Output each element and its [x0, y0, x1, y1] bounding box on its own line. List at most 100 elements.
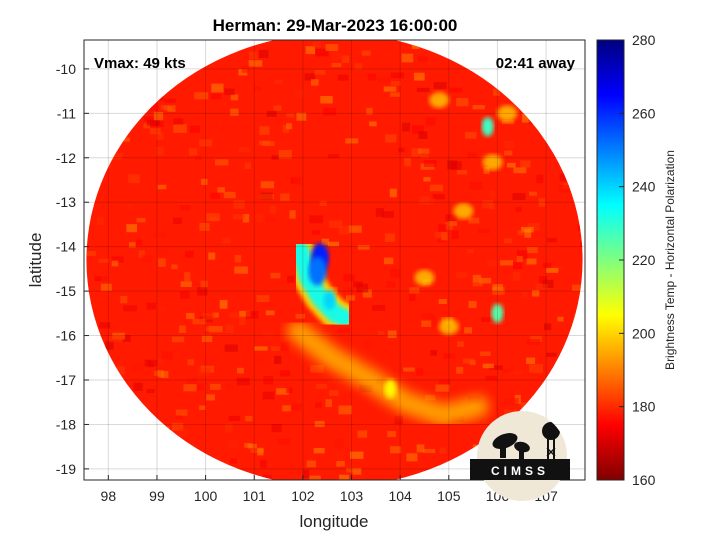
swath-speckle — [416, 368, 424, 376]
colorbar-tick-label: 260 — [632, 105, 656, 121]
cimss-logo: CIMSS — [470, 411, 570, 501]
swath-speckle — [421, 313, 436, 320]
swath-speckle — [420, 153, 429, 158]
swath-speckle — [390, 81, 402, 86]
swath-speckle — [101, 276, 108, 284]
swath-speckle — [289, 210, 296, 219]
swath-speckle — [397, 147, 405, 153]
swath-speckle — [233, 457, 241, 465]
swath-speckle — [389, 188, 397, 198]
swath-speckle — [457, 341, 465, 347]
swath-speckle — [429, 184, 444, 192]
feature-eyewall-inner — [308, 256, 327, 286]
swath-speckle — [229, 312, 240, 318]
swath-speckle — [472, 105, 485, 110]
swath-speckle — [136, 218, 146, 223]
swath-speckle — [328, 241, 340, 247]
swath-speckle — [178, 325, 186, 333]
swath-speckle — [155, 146, 164, 156]
swath-speckle — [274, 355, 282, 365]
swath-speckle — [86, 250, 97, 256]
swath-speckle — [302, 469, 310, 479]
swath-speckle — [384, 52, 393, 58]
swath-speckle — [195, 155, 202, 161]
swath-speckle — [333, 451, 344, 459]
colorbar-tick-label: 160 — [632, 472, 656, 488]
swath-speckle — [234, 255, 242, 263]
swath-speckle — [225, 423, 233, 433]
swath-speckle — [383, 86, 397, 92]
swath-speckle — [185, 250, 194, 258]
swath-speckle — [306, 460, 316, 468]
swath-speckle — [477, 228, 491, 234]
swath-speckle — [120, 295, 128, 304]
swath-speckle — [520, 160, 531, 168]
swath-speckle — [175, 415, 183, 420]
swath-speckle — [513, 167, 527, 174]
swath-speckle — [481, 317, 495, 322]
swath-speckle — [161, 351, 173, 360]
swath-speckle — [482, 363, 494, 369]
swath-speckle — [513, 262, 523, 270]
swath-speckle — [354, 63, 362, 70]
swath-speckle — [342, 287, 355, 293]
y-ticks: -10 -11 -12 -13 -14 -15 -16 -17 -18 -19 — [56, 61, 89, 477]
y-tick-label: -16 — [56, 328, 76, 344]
swath-speckle — [119, 137, 130, 142]
swath-speckle — [379, 191, 387, 199]
swath-speckle — [205, 326, 219, 332]
swath-speckle — [315, 48, 329, 57]
swath-speckle — [189, 125, 200, 133]
swath-speckle — [387, 431, 396, 438]
swath-speckle — [180, 281, 192, 288]
swath-speckle — [512, 272, 521, 281]
swath-speckle — [526, 247, 538, 254]
convective-cell — [429, 92, 450, 108]
swath-speckle — [280, 193, 290, 201]
swath-speckle — [208, 252, 216, 260]
swath-speckle — [160, 371, 169, 379]
swath-speckle — [444, 221, 454, 230]
swath-speckle — [369, 121, 377, 127]
swath-speckle — [286, 387, 293, 394]
swath-speckle — [206, 394, 215, 401]
swath-speckle — [424, 160, 437, 167]
logo-text: CIMSS — [491, 464, 549, 478]
swath-speckle — [341, 55, 350, 63]
swath-speckle — [226, 383, 234, 391]
swath-speckle — [337, 74, 349, 81]
swath-speckle — [504, 398, 519, 405]
swath-speckle — [472, 277, 483, 287]
swath-speckle — [439, 379, 451, 385]
swath-speckle — [409, 287, 420, 294]
swath-speckle — [504, 140, 515, 149]
swath-speckle — [260, 181, 275, 189]
swath-speckle — [404, 157, 411, 167]
swath-speckle — [423, 448, 436, 454]
swath-speckle — [239, 310, 251, 317]
swath-speckle — [483, 166, 490, 174]
convective-cell — [414, 269, 435, 286]
swath-speckle — [527, 222, 540, 231]
swath-speckle — [509, 370, 523, 375]
swath-speckle — [414, 72, 425, 81]
swath-speckle — [547, 237, 557, 243]
swath-speckle — [492, 284, 504, 291]
swath-speckle — [479, 277, 492, 284]
swath-speckle — [338, 225, 350, 235]
swath-speckle — [270, 272, 281, 279]
y-tick-label: -13 — [56, 194, 76, 210]
swath-speckle — [230, 458, 238, 464]
logo-dish-icon — [492, 433, 518, 449]
swath-speckle — [434, 231, 448, 239]
y-tick-label: -10 — [56, 61, 76, 77]
swath-speckle — [382, 211, 394, 218]
swath-speckle — [456, 272, 468, 278]
swath-speckle — [138, 250, 145, 259]
swath-speckle — [515, 206, 522, 212]
feature-convective-cell-e — [491, 303, 504, 323]
swath-speckle — [227, 440, 239, 449]
swath-speckle — [173, 118, 184, 125]
swath-speckle — [256, 295, 270, 302]
